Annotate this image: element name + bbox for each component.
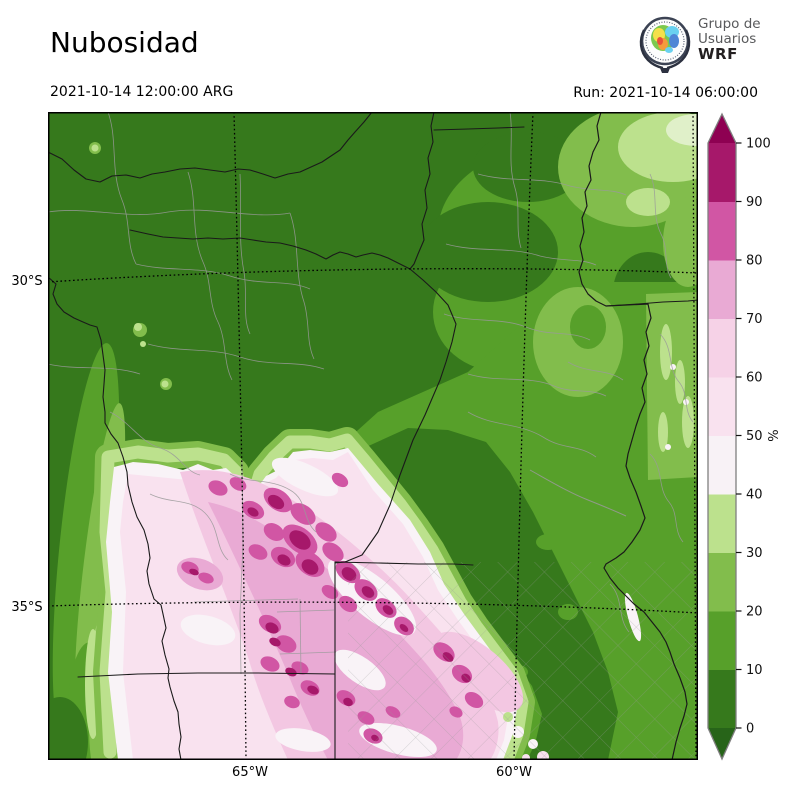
wrf-logo-text: Grupo de Usuarios WRF <box>698 17 761 62</box>
valid-time-label: 2021-10-14 12:00:00 ARG <box>50 84 234 100</box>
colorbar-tick-label: 70 <box>746 312 763 327</box>
colorbar-tick-label: 100 <box>746 137 771 152</box>
colorbar-tick-label: 30 <box>746 546 763 561</box>
lon-label-65w: 65°W <box>232 765 268 780</box>
graticule-30s <box>48 268 698 283</box>
colorbar-tick-label: 20 <box>746 605 763 620</box>
colorbar-extend-over <box>708 114 736 143</box>
colorbar-tick-label: 90 <box>746 195 763 210</box>
colorbar-segment <box>708 260 736 319</box>
lat-label-30s: 30°S <box>11 274 43 289</box>
wrf-logo-emblem <box>639 16 691 73</box>
colorbar-tick-label: 10 <box>746 663 763 678</box>
logo-line3: WRF <box>698 45 738 63</box>
colorbar-segment <box>708 143 736 202</box>
logo-line2: Usuarios <box>698 31 757 47</box>
run-time-label: Run: 2021-10-14 06:00:00 <box>573 85 758 101</box>
colorbar-unit-label: % <box>767 429 782 441</box>
map-frame <box>48 112 698 760</box>
page-title: Nubosidad <box>50 26 199 59</box>
colorbar-segment <box>708 435 736 495</box>
colorbar-segment <box>708 611 736 670</box>
lat-label-35s: 35°S <box>11 600 43 615</box>
colorbar-tick-label: 0 <box>746 722 754 737</box>
colorbar-extend-under <box>708 728 736 759</box>
graticule-65w <box>233 112 247 760</box>
cloudiness-map <box>48 112 698 760</box>
colorbar-segment <box>708 201 736 261</box>
department-grid-pattern <box>348 562 698 760</box>
colorbar-segment <box>708 552 736 612</box>
logo-satellite-blob <box>651 25 679 53</box>
colorbar-segment <box>708 377 736 436</box>
graticule-60w <box>513 112 534 760</box>
graticule-55w <box>692 112 697 760</box>
colorbar-segment <box>708 318 736 378</box>
colorbar-tick-label: 50 <box>746 429 763 444</box>
colorbar-tick-label: 40 <box>746 488 763 503</box>
graticule <box>48 112 698 760</box>
colorbar-segment <box>708 494 736 553</box>
colorbar-svg: 0 10 20 30 40 50 60 70 80 90 100% <box>707 112 782 761</box>
lon-label-60w: 60°W <box>496 765 532 780</box>
colorbar-segment <box>708 669 736 729</box>
province-borders <box>48 112 698 760</box>
colorbar-tick-label: 60 <box>746 371 763 386</box>
colorbar-tick-label: 80 <box>746 254 763 269</box>
logo-line1: Grupo de <box>698 16 761 32</box>
